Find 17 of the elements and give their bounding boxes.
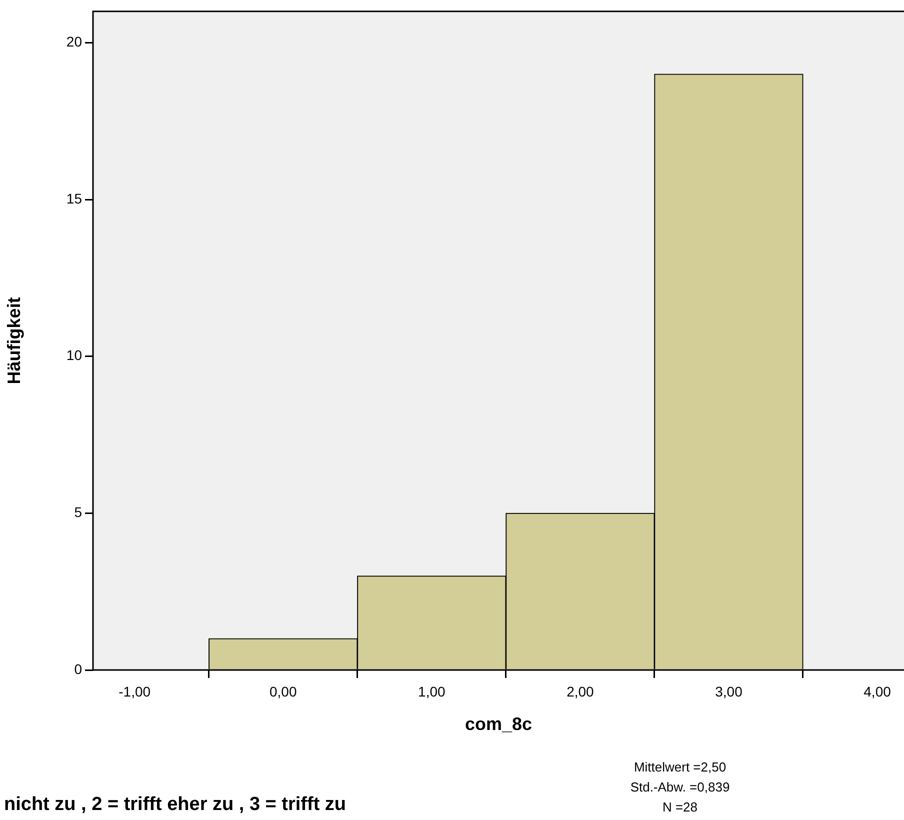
y-tick-label: 15	[66, 190, 82, 206]
x-tick-label: 2,00	[566, 683, 594, 700]
x-axis-title: com_8c	[464, 714, 532, 734]
x-tick-label: 0,00	[270, 683, 297, 700]
y-tick-label: 5	[74, 504, 82, 520]
text: nicht zu , 2 = trifft eher zu , 3 = trifft zu	[4, 794, 346, 816]
x-tick-label: 1,00	[418, 683, 446, 700]
x-tick-label: -1,00	[118, 683, 151, 700]
y-tick-label: 10	[66, 347, 82, 364]
x-tick-label: 3,00	[715, 683, 743, 700]
y-axis-title: Häufigkeit	[4, 297, 24, 384]
x-tick-label: 4,00	[864, 683, 892, 700]
text: Mittelwert =2,50	[634, 760, 726, 775]
text: Std.-Abw. =0,839	[630, 780, 730, 795]
text: N =28	[662, 800, 698, 815]
y-tick-label: 20	[66, 34, 82, 50]
y-tick-label: 0	[74, 660, 82, 677]
